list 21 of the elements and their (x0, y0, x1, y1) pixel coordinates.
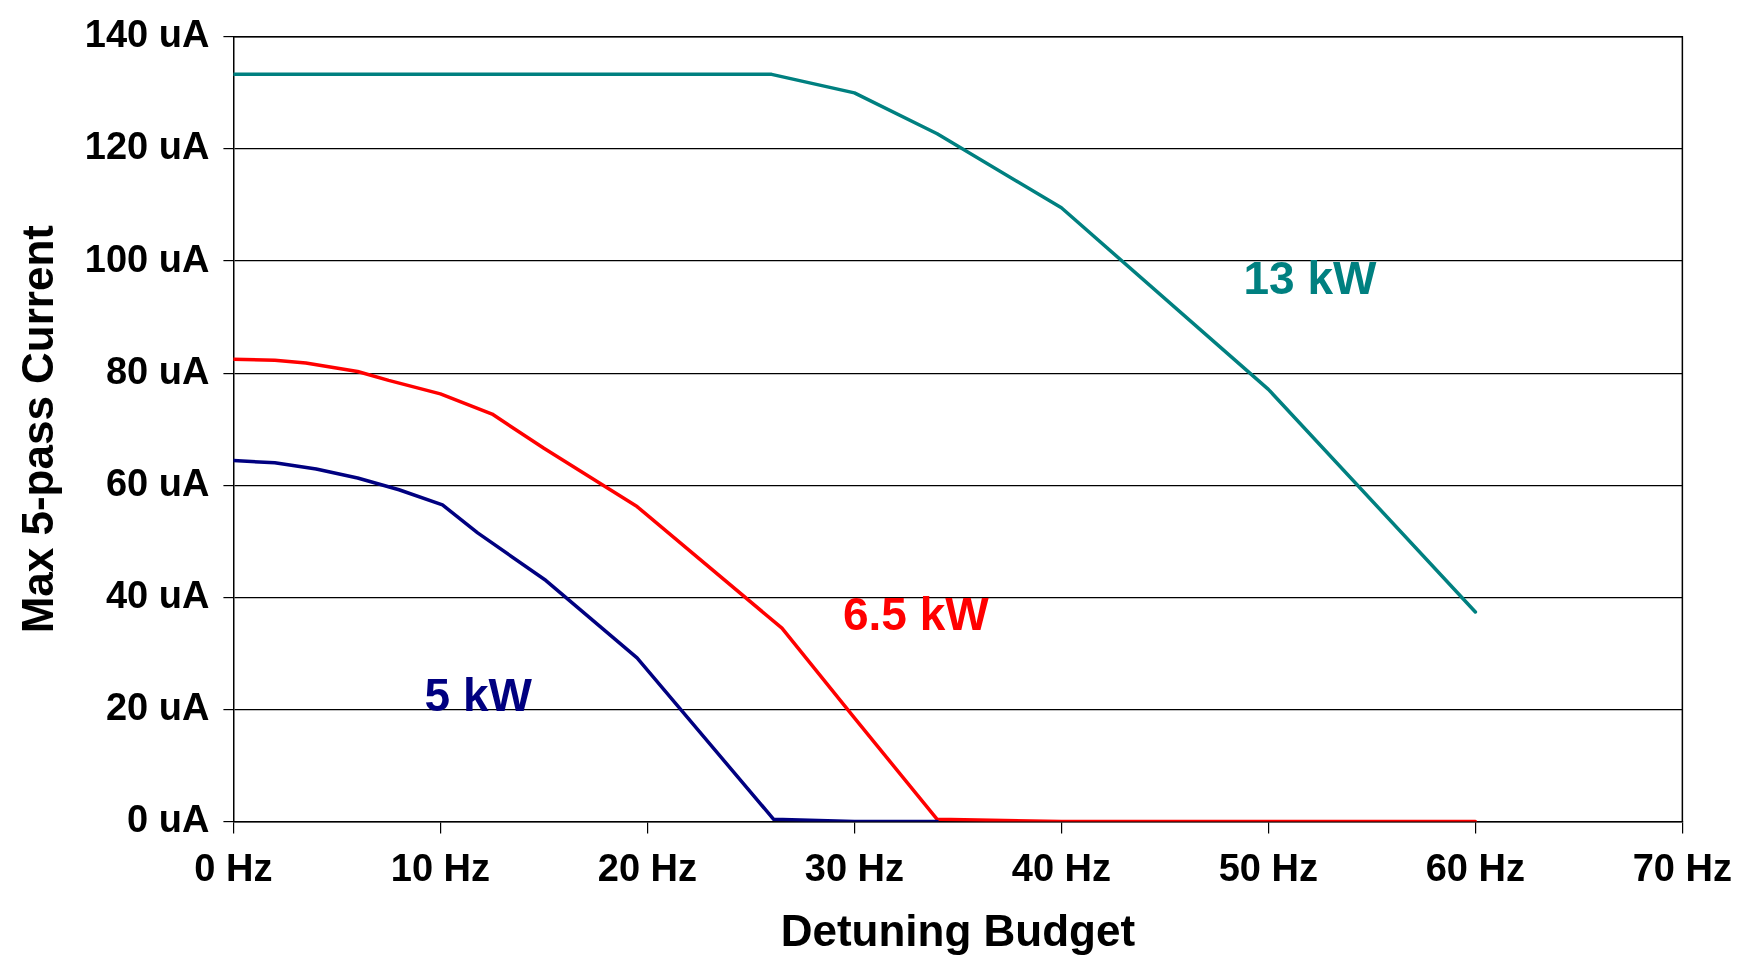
y-tick-label: 40 uA (105, 573, 210, 616)
x-tick-label: 30 Hz (804, 846, 905, 889)
series-label: 6.5 kW (843, 588, 990, 641)
x-tick-label: 40 Hz (1011, 846, 1112, 889)
x-tick-label: 20 Hz (597, 846, 698, 889)
series-label: 5 kW (424, 669, 533, 722)
y-tick-label: 120 uA (84, 125, 210, 168)
y-tick-label: 140 uA (84, 13, 210, 56)
y-tick-label: 20 uA (105, 685, 210, 728)
y-axis-title: Max 5-pass Current (12, 224, 62, 634)
series-label: 13 kW (1243, 251, 1378, 304)
y-tick-label: 100 uA (84, 237, 210, 280)
x-tick-label: 60 Hz (1425, 846, 1526, 889)
x-tick-label: 70 Hz (1632, 846, 1733, 889)
y-tick-label: 60 uA (105, 461, 210, 504)
x-tick-label: 10 Hz (390, 846, 491, 889)
x-tick-label: 50 Hz (1218, 846, 1319, 889)
x-tick-label: 0 Hz (194, 846, 273, 889)
x-axis-title: Detuning Budget (780, 905, 1136, 955)
y-tick-label: 80 uA (105, 349, 210, 392)
y-tick-label: 0 uA (127, 798, 210, 841)
